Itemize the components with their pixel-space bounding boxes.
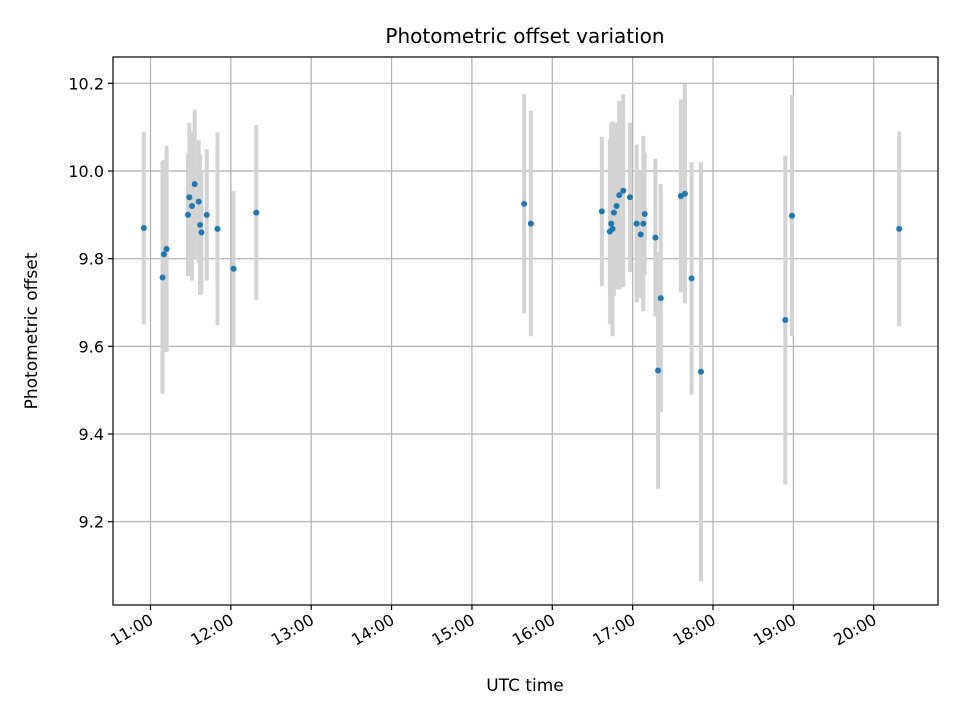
data-point (688, 275, 695, 282)
data-point (640, 220, 647, 227)
data-point (782, 317, 789, 324)
data-point (620, 187, 627, 194)
data-point (185, 211, 191, 218)
data-point (655, 367, 662, 374)
data-point (159, 274, 166, 281)
data-point (789, 212, 796, 219)
data-point (195, 198, 202, 205)
y-tick-label: 9.8 (79, 250, 104, 269)
data-point (163, 246, 170, 253)
data-points (140, 181, 903, 375)
data-point (230, 265, 237, 272)
data-point (681, 190, 688, 197)
data-point (616, 192, 623, 199)
data-point (186, 194, 193, 201)
y-tick-label: 10.0 (68, 162, 104, 181)
data-point (189, 203, 196, 210)
data-point (198, 229, 205, 236)
y-tick-label: 9.4 (79, 425, 104, 444)
data-point (253, 209, 260, 216)
y-tick-label: 9.6 (79, 337, 104, 356)
y-axis-label: Photometric offset (22, 252, 42, 409)
data-point (521, 200, 528, 207)
chart-title: Photometric offset variation (385, 24, 664, 48)
data-point (598, 208, 605, 215)
x-axis-label: UTC time (486, 676, 564, 696)
data-point (197, 221, 204, 228)
data-point (613, 203, 620, 210)
y-tick-label: 10.2 (68, 74, 104, 93)
data-point (610, 209, 617, 216)
data-point (527, 220, 534, 227)
data-point (609, 225, 616, 232)
y-tick-label: 9.2 (79, 513, 104, 532)
data-point (637, 231, 644, 238)
data-point (140, 224, 147, 231)
data-point (633, 220, 640, 227)
data-point (697, 368, 704, 375)
data-point (203, 211, 210, 218)
plot-frame (112, 56, 939, 606)
data-point (160, 251, 167, 258)
data-point (657, 295, 664, 302)
data-point (191, 181, 198, 188)
data-point (652, 234, 659, 241)
data-point (608, 220, 615, 227)
data-point (214, 225, 221, 232)
data-point (626, 194, 633, 201)
data-point (896, 225, 903, 232)
data-point (641, 210, 648, 217)
y-axis-ticks: 9.2 9.4 9.6 9.8 10.0 10.2 (68, 74, 113, 532)
